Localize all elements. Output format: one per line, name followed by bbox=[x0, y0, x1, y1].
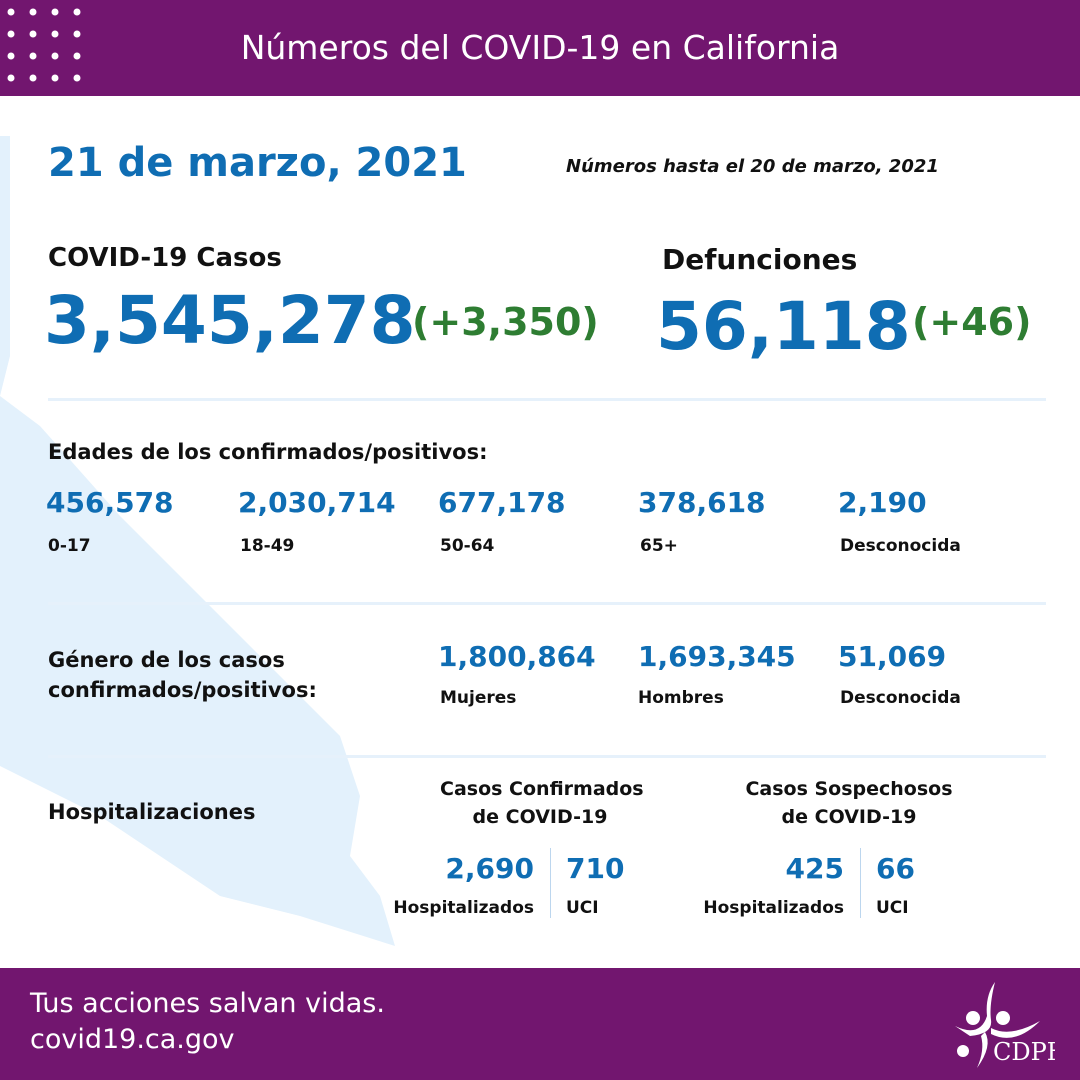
footer-website-link[interactable]: covid19.ca.gov bbox=[30, 1024, 235, 1055]
gender-value: 51,069 bbox=[838, 640, 947, 673]
ages-title: Edades de los confirmados/positivos: bbox=[48, 440, 488, 464]
report-date: 21 de marzo, 2021 bbox=[48, 140, 467, 186]
suspected-hosp-value: 425 bbox=[785, 852, 844, 885]
confirmed-hosp-value: 2,690 bbox=[445, 852, 534, 885]
age-label: 65+ bbox=[640, 536, 678, 556]
age-value: 2,030,714 bbox=[238, 486, 396, 519]
dots-decoration-icon bbox=[7, 8, 81, 82]
deaths-value: 56,118 bbox=[656, 288, 911, 365]
confirmed-icu-value: 710 bbox=[566, 852, 625, 885]
suspected-hosp-label: Hospitalizados bbox=[703, 898, 844, 918]
age-value: 378,618 bbox=[638, 486, 766, 519]
gender-title-line1: Género de los casos bbox=[48, 648, 285, 672]
footer-bar: Tus acciones salvan vidas. covid19.ca.go… bbox=[0, 968, 1080, 1080]
gender-label: Mujeres bbox=[440, 688, 517, 708]
age-value: 456,578 bbox=[46, 486, 174, 519]
confirmed-heading-line1: Casos Confirmados bbox=[440, 778, 644, 800]
age-label: 18-49 bbox=[240, 536, 295, 556]
cdph-logo-icon: CDPH bbox=[955, 982, 1055, 1068]
california-map-background bbox=[0, 136, 395, 946]
age-label: 50-64 bbox=[440, 536, 495, 556]
suspected-heading-line2: de COVID-19 bbox=[781, 806, 917, 828]
cases-label: COVID-19 Casos bbox=[48, 243, 282, 273]
confirmed-icu-label: UCI bbox=[566, 898, 599, 918]
suspected-heading-line1: Casos Sospechosos bbox=[745, 778, 953, 800]
divider bbox=[550, 848, 551, 918]
suspected-icu-label: UCI bbox=[876, 898, 909, 918]
divider bbox=[48, 602, 1046, 605]
age-value: 2,190 bbox=[838, 486, 927, 519]
logo-text: CDPH bbox=[993, 1038, 1055, 1066]
hosp-title: Hospitalizaciones bbox=[48, 800, 256, 824]
deaths-delta: (+46) bbox=[912, 300, 1032, 344]
deaths-label: Defunciones bbox=[662, 243, 858, 276]
suspected-icu-value: 66 bbox=[876, 852, 915, 885]
gender-label: Desconocida bbox=[840, 688, 961, 708]
confirmed-heading-line2: de COVID-19 bbox=[472, 806, 608, 828]
header-bar: Números del COVID-19 en California bbox=[0, 0, 1080, 96]
gender-value: 1,800,864 bbox=[438, 640, 596, 673]
gender-title-line2: confirmados/positivos: bbox=[48, 678, 317, 702]
gender-label: Hombres bbox=[638, 688, 724, 708]
divider bbox=[48, 755, 1046, 758]
confirmed-hosp-label: Hospitalizados bbox=[393, 898, 534, 918]
age-value: 677,178 bbox=[438, 486, 566, 519]
page-title: Números del COVID-19 en California bbox=[240, 28, 840, 67]
footer-slogan: Tus acciones salvan vidas. bbox=[30, 988, 385, 1019]
as-of-note: Números hasta el 20 de marzo, 2021 bbox=[566, 156, 939, 177]
cases-delta: (+3,350) bbox=[412, 300, 599, 344]
divider bbox=[860, 848, 861, 918]
gender-value: 1,693,345 bbox=[638, 640, 796, 673]
divider bbox=[48, 398, 1046, 401]
cases-value: 3,545,278 bbox=[44, 282, 416, 359]
age-label: 0-17 bbox=[48, 536, 91, 556]
age-label: Desconocida bbox=[840, 536, 961, 556]
